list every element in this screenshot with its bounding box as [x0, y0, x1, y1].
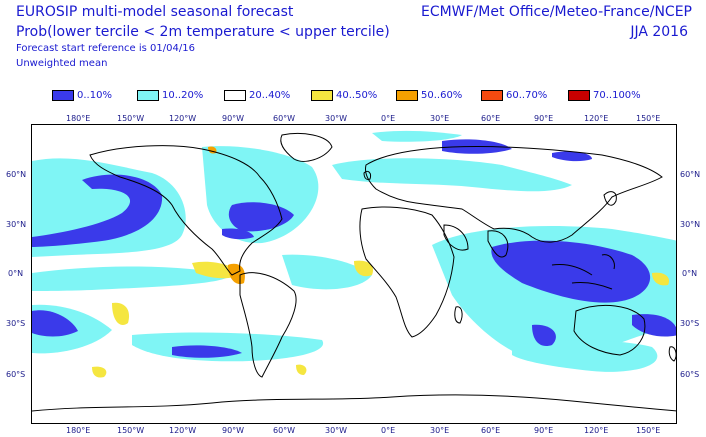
- lon-label-top: 150°E: [636, 114, 661, 123]
- lon-label-bottom: 30°W: [325, 426, 348, 435]
- lon-label-bottom: 90°E: [534, 426, 554, 435]
- lon-label-top: 180°E: [66, 114, 91, 123]
- legend-swatch: [137, 89, 159, 101]
- coastline-new-zealand: [668, 346, 676, 362]
- season-label: JJA 2016: [630, 24, 688, 40]
- blue-region: [172, 345, 242, 358]
- legend-item: 20..40%: [224, 88, 290, 102]
- probability-0-10-regions: [32, 139, 676, 358]
- lon-label-bottom: 60°W: [273, 426, 296, 435]
- lon-label-bottom: 60°E: [481, 426, 501, 435]
- lon-label-bottom: 120°E: [584, 426, 609, 435]
- coastline-europe-asia: [365, 145, 663, 243]
- lon-label-top: 120°W: [169, 114, 197, 123]
- blue-region: [491, 240, 651, 303]
- yellow-region: [296, 364, 307, 375]
- lon-label-bottom: 150°E: [636, 426, 661, 435]
- lon-label-top: 30°W: [325, 114, 348, 123]
- coastline-north-america: [89, 145, 283, 276]
- legend-item: 10..20%: [137, 88, 203, 102]
- lat-label-left: 60°N: [6, 170, 27, 179]
- lon-label-bottom: 90°W: [222, 426, 245, 435]
- legend-swatch: [568, 89, 590, 101]
- cyan-region: [332, 158, 572, 192]
- legend-swatch: [311, 89, 333, 101]
- lat-label-right: 0°N: [682, 269, 698, 278]
- legend-swatch: [481, 89, 503, 101]
- legend-item: 40..50%: [311, 88, 377, 102]
- blue-region: [32, 174, 163, 247]
- lon-label-bottom: 120°W: [169, 426, 197, 435]
- centres-label: ECMWF/Met Office/Meteo-France/NCEP: [420, 4, 692, 20]
- coastline-japan: [603, 191, 617, 206]
- lon-label-bottom: 30°E: [430, 426, 450, 435]
- yellow-region: [92, 366, 107, 378]
- lat-label-right: 60°S: [680, 370, 700, 379]
- lat-label-left: 30°N: [6, 220, 27, 229]
- lon-label-top: 90°W: [222, 114, 245, 123]
- lon-label-bottom: 150°W: [117, 426, 145, 435]
- yellow-region: [652, 272, 670, 286]
- blue-region: [32, 310, 78, 337]
- coastline-india: [487, 230, 509, 258]
- legend-item: 0..10%: [52, 88, 112, 102]
- lon-label-bottom: 180°E: [66, 426, 91, 435]
- lat-label-right: 60°N: [680, 170, 701, 179]
- coastline-africa: [359, 206, 455, 338]
- coastline-uk: [363, 170, 371, 180]
- title-line-1: EUROSIP multi-model seasonal forecast: [16, 4, 294, 20]
- lon-label-top: 150°W: [117, 114, 145, 123]
- legend-swatch: [52, 89, 74, 101]
- coastline-antarctica: [32, 394, 676, 412]
- lon-label-top: 60°W: [273, 114, 296, 123]
- coastline-indonesia: [551, 254, 615, 290]
- cyan-region: [132, 332, 324, 362]
- legend-swatch: [396, 89, 418, 101]
- legend-label: 10..20%: [162, 89, 204, 101]
- legend-label: 70..100%: [593, 89, 641, 101]
- lat-label-left: 60°S: [6, 370, 26, 379]
- lat-label-right: 30°N: [680, 220, 701, 229]
- coastline-greenland: [280, 133, 333, 162]
- map-svg: [32, 130, 676, 412]
- legend-item: 50..60%: [396, 88, 462, 102]
- title-line-2: Prob(lower tercile < 2m temperature < up…: [16, 24, 390, 40]
- forecast-start-reference: Forecast start reference is 01/04/16: [16, 43, 195, 54]
- cyan-region: [512, 340, 658, 372]
- cyan-region: [32, 266, 232, 291]
- coastlines: [32, 133, 676, 412]
- legend-item: 70..100%: [568, 88, 641, 102]
- blue-region: [552, 151, 592, 162]
- yellow-region: [354, 260, 374, 277]
- legend-label: 60..70%: [506, 89, 548, 101]
- legend-label: 40..50%: [336, 89, 378, 101]
- blue-region: [532, 324, 556, 347]
- lon-label-top: 0°E: [381, 114, 396, 123]
- lat-label-left: 0°N: [8, 269, 24, 278]
- legend-label: 0..10%: [77, 89, 112, 101]
- lon-label-top: 90°E: [534, 114, 554, 123]
- lon-label-bottom: 0°E: [381, 426, 396, 435]
- lat-label-right: 30°S: [680, 319, 700, 328]
- lon-label-top: 60°E: [481, 114, 501, 123]
- cyan-region: [372, 130, 462, 142]
- blue-region: [632, 314, 676, 337]
- legend-item: 60..70%: [481, 88, 547, 102]
- coastline-madagascar: [454, 306, 463, 324]
- orange-region: [228, 263, 245, 285]
- coastline-arabia: [443, 224, 469, 251]
- coastline-south-america: [239, 272, 297, 378]
- blue-region: [222, 228, 254, 240]
- legend-label: 20..40%: [249, 89, 291, 101]
- lon-label-top: 30°E: [430, 114, 450, 123]
- legend-swatch: [224, 89, 246, 101]
- coastline-australia: [573, 305, 646, 356]
- lon-label-top: 120°E: [584, 114, 609, 123]
- cyan-region: [282, 254, 372, 290]
- yellow-region: [112, 302, 130, 325]
- forecast-map: [31, 124, 677, 424]
- lat-label-left: 30°S: [6, 319, 26, 328]
- mean-type: Unweighted mean: [16, 58, 108, 69]
- legend-label: 50..60%: [421, 89, 463, 101]
